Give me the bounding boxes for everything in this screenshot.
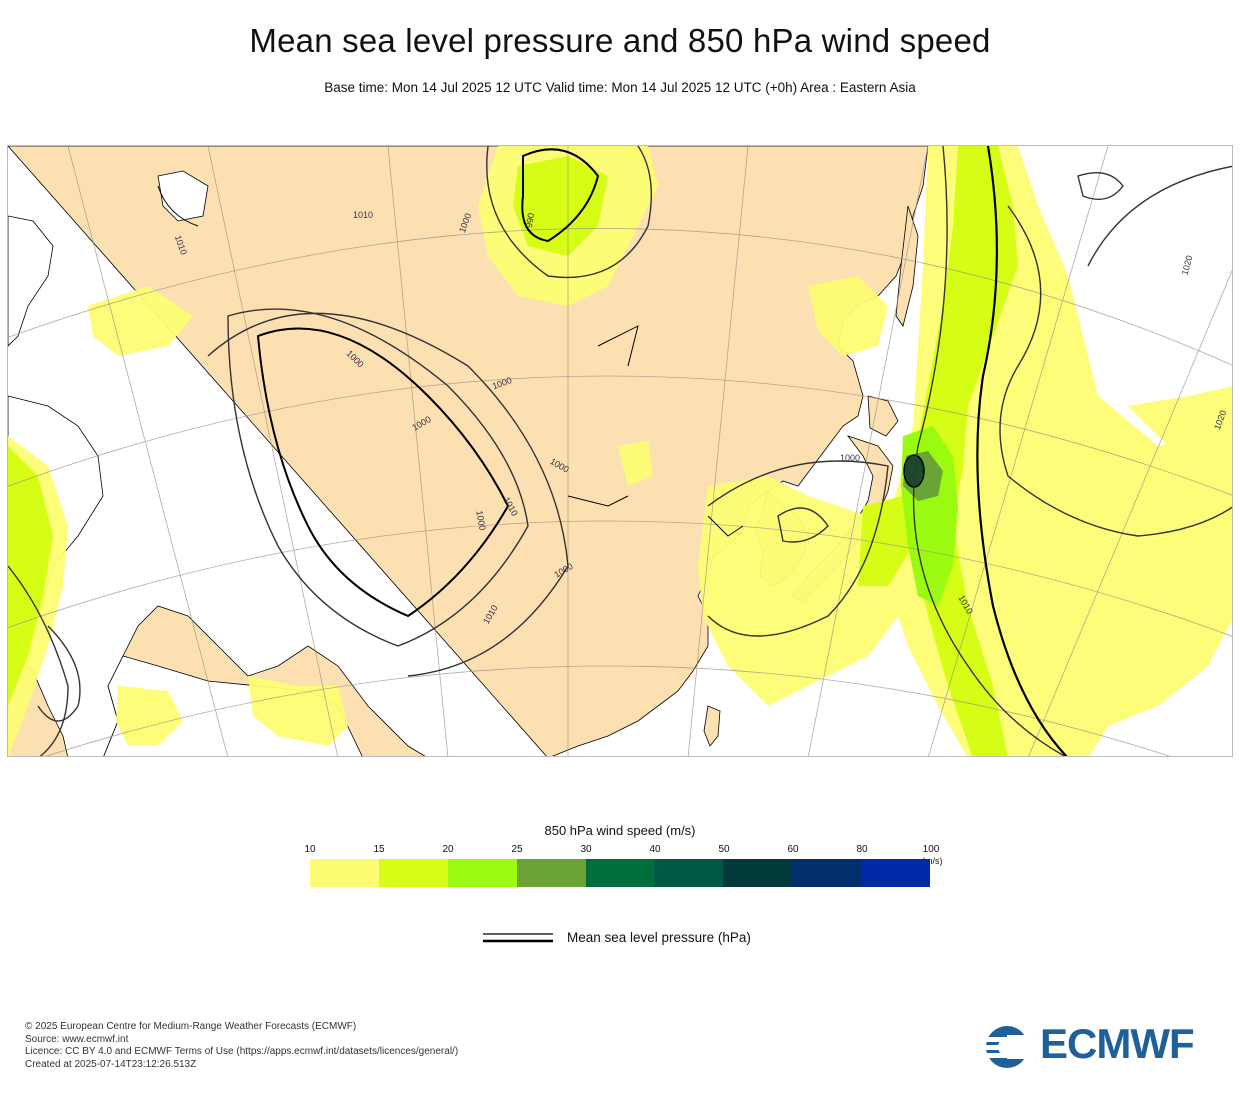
legend-tick: 100: [922, 844, 940, 855]
legend-tick: 60: [787, 844, 799, 855]
ecmwf-logo-icon: [985, 1026, 1037, 1068]
legend-tick: 25: [511, 844, 523, 855]
legend-title: 850 hPa wind speed (m/s): [544, 823, 696, 838]
footer-source: Source: www.ecmwf.int: [25, 1033, 129, 1045]
ecmwf-logo: [985, 1026, 1037, 1068]
land-sakhalin: [895, 205, 919, 327]
map-title: Mean sea level pressure and 850 hPa wind…: [249, 22, 991, 59]
legend-tick: 80: [856, 844, 868, 855]
wind-speed-colorbar: [310, 859, 931, 887]
footer-copyright: © 2025 European Centre for Medium-Range …: [25, 1021, 357, 1032]
land-hokkaido: [867, 395, 899, 437]
msl-legend-label: Mean sea level pressure (hPa): [567, 930, 751, 945]
colorbar-swatch: [310, 859, 379, 887]
isobars: [8, 146, 1232, 756]
colorbar-swatch: [585, 859, 655, 887]
legend-tick: 10: [304, 844, 316, 855]
legend-tick: 30: [580, 844, 592, 855]
water-caspian: [8, 215, 54, 347]
map-panel[interactable]: 1010 1010 1000 1000 1000 1000 1000 1010 …: [7, 145, 1233, 757]
legend-tick: 15: [373, 844, 385, 855]
legend-tick: 20: [442, 844, 454, 855]
colorbar-swatch: [792, 859, 862, 887]
colorbar-swatch: [447, 859, 517, 887]
footer-created: Created at 2025-07-14T23:12:26.513Z: [25, 1058, 197, 1070]
legend-tick: 40: [649, 844, 661, 855]
ecmwf-logo-text: ECMWF: [1040, 1020, 1195, 1067]
colorbar-swatch: [861, 859, 931, 887]
isobar-label: 1000: [474, 510, 487, 531]
footer-licence: Licence: CC BY 4.0 and ECMWF Terms of Us…: [25, 1046, 459, 1058]
isobar-label: 990: [524, 212, 536, 229]
wind-shading-15-20: [8, 146, 1018, 756]
legend-unit: (m/s): [922, 856, 943, 866]
colorbar-swatch: [723, 859, 793, 887]
map-canvas: 1010 1010 1000 1000 1000 1000 1000 1010 …: [8, 146, 1232, 756]
colorbar-swatch: [654, 859, 724, 887]
coast-details: [157, 185, 744, 537]
land-taiwan: [703, 705, 721, 747]
legend-tick: 50: [718, 844, 730, 855]
colorbar-swatch: [378, 859, 448, 887]
colorbar-swatch: [516, 859, 586, 887]
footer-credits: © 2025 European Centre for Medium-Range …: [25, 1021, 458, 1071]
msl-legend-line: [483, 933, 553, 943]
isobar-label: 1000: [840, 453, 860, 463]
map-subtitle: Base time: Mon 14 Jul 2025 12 UTC Valid …: [324, 80, 916, 95]
graticule: [8, 146, 1232, 756]
isobar-label: 1010: [353, 210, 373, 220]
